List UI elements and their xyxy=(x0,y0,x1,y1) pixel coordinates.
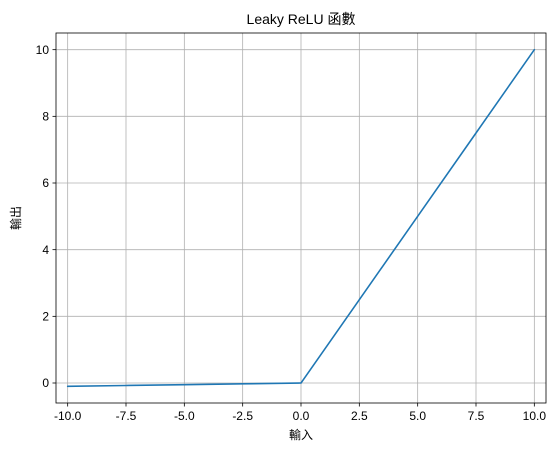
chart-title: Leaky ReLU 函數 xyxy=(247,11,356,27)
x-tick-label: 2.5 xyxy=(351,409,368,423)
series-line xyxy=(66,48,536,388)
x-tick-label: 10.0 xyxy=(523,409,547,423)
series-layer xyxy=(66,48,536,388)
x-axis-label: 輸入 xyxy=(289,427,313,442)
y-axis-label: 輸出 xyxy=(8,206,23,230)
y-tick-label: 0 xyxy=(42,376,49,390)
y-tick-label: 2 xyxy=(42,310,49,324)
x-tick-label: 7.5 xyxy=(468,409,485,423)
x-tick-label: 5.0 xyxy=(409,409,426,423)
y-tick-label: 8 xyxy=(42,110,49,124)
ticks: -10.0 -7.5 -5.0 -2.5 0.0 2.5 5.0 7.5 10.0 0 2 4 6 8 10 xyxy=(36,43,547,423)
y-tick-label: 10 xyxy=(36,43,50,57)
x-tick-label: -7.5 xyxy=(116,409,137,423)
y-tick-label: 4 xyxy=(42,243,49,257)
y-tick-label: 6 xyxy=(42,176,49,190)
x-tick-label: -2.5 xyxy=(232,409,253,423)
x-tick-label: -5.0 xyxy=(174,409,195,423)
x-tick-label: 0.0 xyxy=(293,409,310,423)
x-tick-label: -10.0 xyxy=(54,409,82,423)
